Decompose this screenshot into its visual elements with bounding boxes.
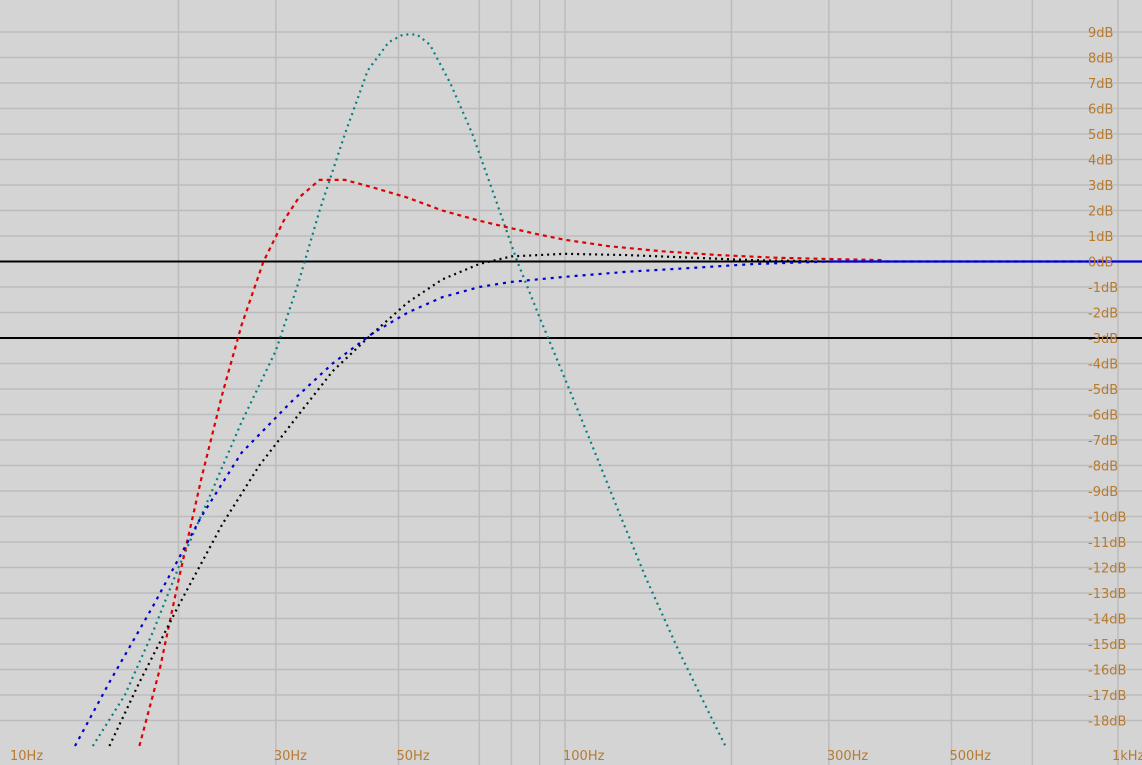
y-tick-label: 9dB xyxy=(1088,26,1113,41)
x-tick-labels: 10Hz 30Hz 50Hz 100Hz 300Hz 500Hz 1kHz xyxy=(10,749,1142,764)
y-tick-label: -15dB xyxy=(1088,638,1126,653)
y-tick-label: -6dB xyxy=(1088,409,1118,424)
y-tick-label: -12dB xyxy=(1088,562,1126,577)
y-tick-label: 0dB xyxy=(1088,256,1113,271)
y-tick-label: 8dB xyxy=(1088,52,1113,67)
series-line-3 xyxy=(108,252,829,747)
y-tick-label: -17dB xyxy=(1088,689,1126,704)
y-tick-label: 2dB xyxy=(1088,205,1113,220)
y-tick-label: 1dB xyxy=(1088,230,1113,245)
series-line-1 xyxy=(91,33,727,747)
x-tick-label: 500Hz xyxy=(950,749,992,764)
x-tick-label: 50Hz xyxy=(397,749,430,764)
y-tick-label: -3dB xyxy=(1088,332,1118,347)
y-tick-label: 6dB xyxy=(1088,103,1113,118)
x-tick-label: 10Hz xyxy=(10,749,43,764)
x-tick-label: 100Hz xyxy=(563,749,605,764)
x-tick-label: 1kHz xyxy=(1112,749,1142,764)
y-tick-label: -11dB xyxy=(1088,536,1126,551)
series-line-4 xyxy=(74,260,1118,747)
y-tick-labels: 9dB 8dB 7dB 6dB 5dB 4dB 3dB 2dB 1dB 0dB -1dB -2dB -3… xyxy=(1088,26,1126,730)
y-tick-label: -18dB xyxy=(1088,715,1126,730)
y-tick-label: -13dB xyxy=(1088,587,1126,602)
y-tick-label: -8dB xyxy=(1088,460,1118,475)
y-tick-label: -16dB xyxy=(1088,664,1126,679)
y-tick-label: 5dB xyxy=(1088,128,1113,143)
series-lines xyxy=(74,33,1142,747)
x-tick-label: 30Hz xyxy=(274,749,307,764)
y-tick-label: -9dB xyxy=(1088,485,1118,500)
y-tick-label: -7dB xyxy=(1088,434,1118,449)
y-tick-label: -1dB xyxy=(1088,281,1118,296)
y-tick-label: -4dB xyxy=(1088,358,1118,373)
y-tick-label: 4dB xyxy=(1088,154,1113,169)
y-tick-label: -14dB xyxy=(1088,613,1126,628)
x-tick-label: 300Hz xyxy=(827,749,869,764)
y-tick-label: -2dB xyxy=(1088,307,1118,322)
y-tick-label: -5dB xyxy=(1088,383,1118,398)
y-tick-label: 3dB xyxy=(1088,179,1113,194)
y-tick-label: -10dB xyxy=(1088,511,1126,526)
series-line-2 xyxy=(138,178,886,747)
y-tick-label: 7dB xyxy=(1088,77,1113,92)
